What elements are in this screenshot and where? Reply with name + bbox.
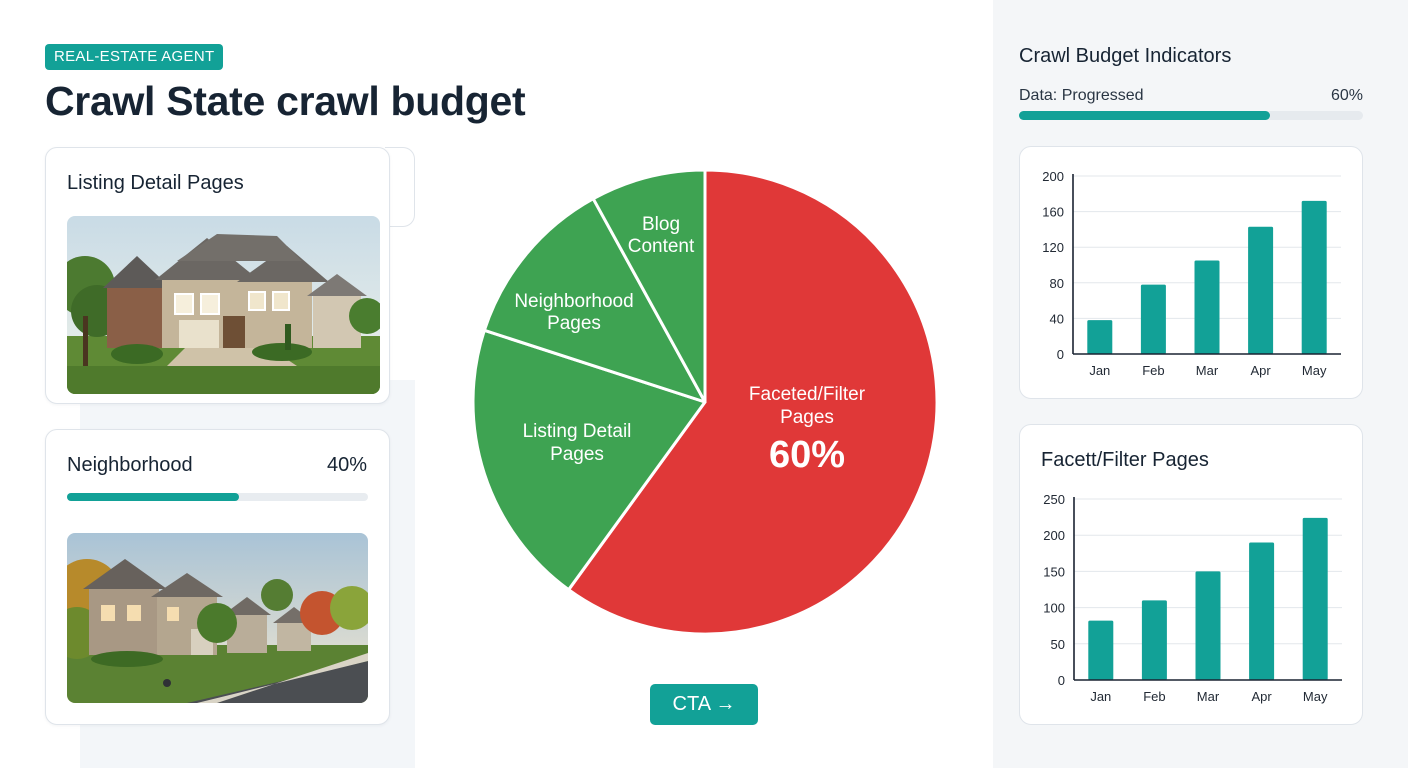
monthly-bar-chart: 0 40 80 120 160 200 Jan Feb Mar Apr May — [1042, 169, 1341, 378]
listing-detail-card[interactable]: Listing Detail Pages — [45, 147, 390, 404]
x-tick-label: Jan — [1090, 689, 1111, 704]
facet-filter-bar-chart: 0 50 100 150 200 250 Jan Feb Mar Apr May — [1043, 492, 1342, 704]
x-tick-label: Mar — [1197, 689, 1220, 704]
y-tick-label: 250 — [1043, 492, 1065, 507]
y-tick-label: 40 — [1050, 311, 1064, 326]
facet-filter-chart-card: Facett/Filter Pages 0 50 100 150 200 250 Jan Fe… — [1019, 424, 1363, 725]
neighborhood-card[interactable]: Neighborhood 40% — [45, 429, 390, 725]
pie-slice-neighborhood-pages — [482, 197, 707, 404]
pie-label-faceted: Faceted/Filter — [749, 384, 866, 405]
pie-slice-blog-content — [591, 168, 707, 404]
pie-label-listing-line2: Pages — [550, 444, 604, 465]
x-tick-label: Feb — [1142, 363, 1164, 378]
neighborhood-street-photo — [67, 533, 368, 703]
bar-jan — [1088, 620, 1114, 680]
bar-mar — [1194, 260, 1220, 354]
y-tick-label: 200 — [1043, 528, 1065, 543]
house-photo — [67, 216, 380, 394]
pie-label-listing: Listing Detail — [523, 421, 632, 442]
pie-label-neighborhood-line2: Pages — [547, 313, 601, 334]
bar-apr — [1249, 542, 1275, 680]
pie-label-neighborhood: Neighborhood — [514, 291, 633, 312]
crawl-budget-pie-chart: Faceted/Filter Pages 60% Listing Detail … — [470, 168, 940, 638]
x-tick-label: Feb — [1143, 689, 1165, 704]
y-tick-label: 0 — [1057, 347, 1064, 362]
x-tick-label: Jan — [1089, 363, 1110, 378]
bar-feb — [1141, 600, 1167, 680]
indicators-title: Crawl Budget Indicators — [1019, 45, 1232, 67]
y-tick-label: 80 — [1050, 276, 1064, 291]
progress-label: Data: Progressed — [1019, 87, 1144, 104]
x-tick-label: Apr — [1250, 363, 1271, 378]
progress-percent: 60% — [1330, 87, 1363, 104]
pie-label-blog: Blog — [642, 214, 680, 235]
indicators-progress-fill — [1019, 111, 1271, 120]
y-tick-label: 50 — [1051, 637, 1065, 652]
y-tick-label: 0 — [1058, 673, 1065, 688]
pie-value-faceted: 60% — [769, 434, 845, 476]
neighborhood-progress-fill — [67, 493, 239, 501]
y-tick-label: 160 — [1042, 205, 1064, 220]
pie-slice-listing-detail-pages — [471, 328, 707, 592]
bar-may — [1302, 517, 1328, 680]
indicators-progress-bar — [1019, 111, 1363, 120]
neighborhood-progress-bar — [67, 493, 368, 501]
category-tag: REAL-ESTATE AGENT — [45, 44, 224, 70]
card-title: Listing Detail Pages — [67, 172, 244, 194]
x-tick-label: May — [1302, 363, 1327, 378]
pie-slice-faceted-filter-pages — [567, 168, 939, 636]
monthly-bar-chart-card: 0 40 80 120 160 200 Jan Feb Mar Apr May — [1019, 146, 1363, 399]
chart-title: Facett/Filter Pages — [1041, 449, 1209, 471]
card-tab-decoration — [385, 147, 415, 227]
pie-label-blog-line2: Content — [628, 236, 695, 257]
x-tick-label: Apr — [1251, 689, 1272, 704]
bar-apr — [1248, 226, 1274, 354]
pie-label-faceted-line2: Pages — [780, 407, 834, 428]
bar-mar — [1195, 571, 1221, 680]
x-tick-label: Mar — [1196, 363, 1219, 378]
page-title: Crawl State crawl budget — [45, 78, 526, 124]
neighborhood-percent: 40% — [326, 454, 367, 476]
cta-button[interactable]: CTA → — [650, 684, 758, 725]
y-tick-label: 200 — [1042, 169, 1064, 184]
y-tick-label: 100 — [1043, 601, 1065, 616]
bar-may — [1301, 200, 1327, 354]
bar-feb — [1140, 284, 1166, 354]
y-tick-label: 120 — [1042, 240, 1064, 255]
y-tick-label: 150 — [1043, 564, 1065, 579]
bar-jan — [1087, 320, 1113, 354]
card-title: Neighborhood — [67, 454, 193, 476]
pie-svg: Faceted/Filter Pages 60% Listing Detail … — [471, 168, 939, 636]
x-tick-label: May — [1303, 689, 1328, 704]
